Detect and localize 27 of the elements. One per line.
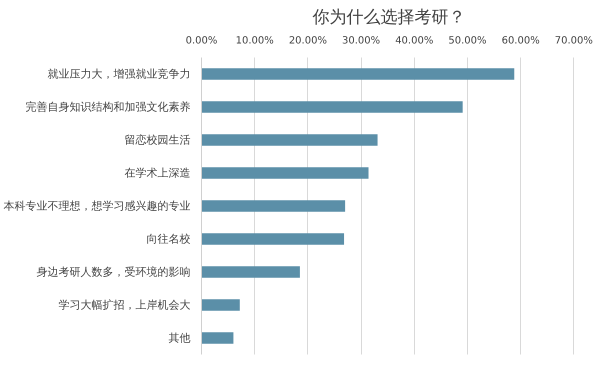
bar — [202, 101, 463, 113]
y-tick-label: 就业压力大，增强就业竞争力 — [48, 68, 190, 80]
bar — [202, 299, 240, 311]
bar — [202, 134, 378, 146]
x-tick-label: 70.00% — [554, 36, 593, 46]
x-tick-label: 0.00% — [186, 36, 218, 46]
y-tick-label: 向往名校 — [146, 232, 190, 246]
y-tick-label: 完善自身知识结构和加强文化素养 — [26, 100, 190, 114]
x-tick-label: 40.00% — [395, 36, 434, 46]
y-tick-label: 本科专业不理想，想学习感兴趣的专业 — [4, 200, 190, 212]
x-tick-label: 30.00% — [342, 36, 380, 46]
bar — [202, 68, 514, 80]
x-tick-label: 20.00% — [288, 36, 327, 46]
chart-title: 你为什么选择考研？ — [312, 8, 466, 28]
x-tick-label: 50.00% — [448, 36, 487, 46]
y-tick-label: 学习大幅扩招，上岸机会大 — [58, 298, 190, 312]
y-tick-label: 在学术上深造 — [124, 166, 190, 180]
x-tick-label: 60.00% — [502, 36, 540, 46]
bar — [202, 266, 300, 278]
y-tick-label: 留恋校园生活 — [124, 134, 190, 146]
bar — [202, 332, 234, 344]
bar — [202, 233, 344, 245]
x-tick-label: 10.00% — [236, 36, 274, 46]
y-tick-label: 其他 — [168, 332, 190, 344]
bar — [202, 167, 369, 179]
y-tick-label: 身边考研人数多，受环境的影响 — [36, 266, 190, 278]
bar — [202, 200, 346, 212]
